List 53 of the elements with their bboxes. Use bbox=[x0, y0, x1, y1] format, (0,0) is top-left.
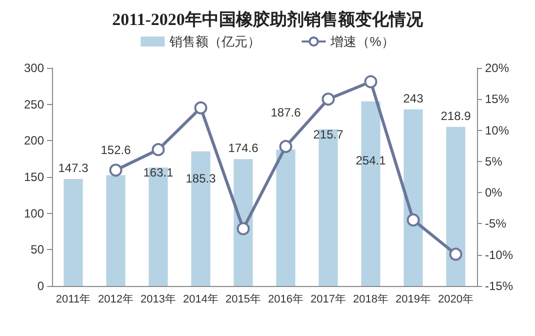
y-tick-label: 200 bbox=[24, 134, 44, 148]
point bbox=[364, 75, 378, 88]
data-label: 185.3 bbox=[186, 171, 216, 186]
point bbox=[152, 143, 165, 156]
bar bbox=[276, 150, 296, 286]
y2-tick-label: -10% bbox=[485, 248, 514, 262]
data-label: 215.7 bbox=[313, 127, 344, 142]
x-tick-label: 2016年 bbox=[268, 294, 304, 306]
x-tick-label: 2017年 bbox=[310, 294, 346, 306]
data-label: 254.1 bbox=[356, 153, 386, 168]
point bbox=[236, 222, 250, 236]
y2-tick-label: -5% bbox=[485, 216, 507, 231]
bar bbox=[404, 109, 423, 286]
point bbox=[279, 140, 292, 153]
x-tick-label: 2014年 bbox=[183, 294, 218, 306]
y-tick-label: 250 bbox=[24, 97, 44, 112]
data-label: 187.6 bbox=[270, 106, 302, 120]
y2-tick-label: 5% bbox=[485, 154, 503, 168]
bar bbox=[446, 126, 466, 286]
y-tick-label: 150 bbox=[24, 170, 44, 184]
point bbox=[406, 213, 420, 226]
y2-tick-label: 0% bbox=[485, 186, 503, 200]
x-tick-label: 2019年 bbox=[396, 294, 431, 306]
x-tick-label: 2013年 bbox=[140, 294, 176, 306]
x-tick-label: 2015年 bbox=[226, 294, 261, 306]
bar bbox=[64, 178, 83, 286]
point bbox=[322, 92, 335, 106]
data-label: 218.9 bbox=[440, 108, 472, 123]
y-tick-label: 0 bbox=[37, 279, 44, 293]
y2-tick-label: -15% bbox=[485, 279, 514, 293]
x-tick-label: 2011年 bbox=[56, 294, 91, 306]
chart-title: 2011-2020年中国橡胶助剂销售额变化情况 bbox=[112, 10, 424, 29]
x-tick-label: 2018年 bbox=[353, 294, 388, 306]
legend-label: 销售额（亿元） bbox=[168, 34, 261, 49]
bar bbox=[234, 159, 253, 286]
point bbox=[449, 248, 462, 261]
y2-tick-label: 10% bbox=[485, 123, 510, 138]
x-tick-label: 2020年 bbox=[438, 294, 474, 306]
y-tick-label: 300 bbox=[24, 61, 44, 75]
data-label: 147.3 bbox=[58, 160, 89, 175]
data-label: 174.6 bbox=[228, 141, 259, 156]
x-tick-label: 2012年 bbox=[98, 294, 134, 306]
data-label: 163.1 bbox=[143, 165, 174, 180]
y-tick-label: 100 bbox=[24, 206, 44, 220]
y2-tick-label: 20% bbox=[485, 61, 510, 75]
legend-label: 增速（%） bbox=[330, 34, 394, 49]
y2-tick-label: 15% bbox=[485, 92, 510, 106]
y-tick-label: 50 bbox=[30, 242, 44, 257]
data-label: 243 bbox=[403, 91, 424, 106]
point bbox=[194, 101, 208, 114]
bar bbox=[106, 175, 126, 286]
point bbox=[109, 164, 122, 177]
data-label: 152.6 bbox=[100, 143, 132, 158]
